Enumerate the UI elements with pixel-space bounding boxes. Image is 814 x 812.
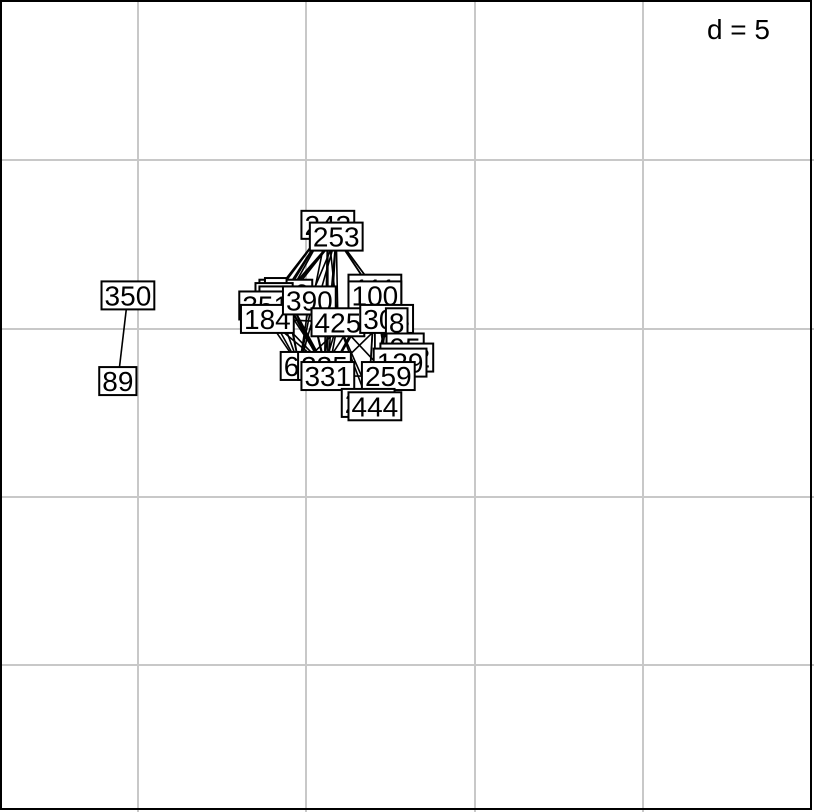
node-box-253 xyxy=(308,221,364,252)
node-259: 259 xyxy=(360,361,416,392)
node-253: 253 xyxy=(308,221,364,253)
node-box-444 xyxy=(347,391,403,422)
node-label-8: 8 xyxy=(389,307,405,338)
node-box-350 xyxy=(100,280,156,311)
node-8: 8 xyxy=(384,307,409,338)
node-label-253: 253 xyxy=(313,222,360,253)
node-label-331: 331 xyxy=(304,361,351,392)
node-89: 89 xyxy=(98,366,138,397)
node-box-259 xyxy=(360,361,416,392)
node-box-331 xyxy=(300,361,356,392)
node-label-259: 259 xyxy=(365,361,412,392)
node-350: 350 xyxy=(100,280,156,311)
node-label-444: 444 xyxy=(352,391,399,422)
node-label-350: 350 xyxy=(105,280,152,311)
node-label-425: 425 xyxy=(315,307,362,338)
node-425: 425 xyxy=(310,307,366,338)
grid-scale-label: d = 5 xyxy=(707,14,770,45)
node-box-89 xyxy=(98,366,138,397)
nodes: 3508935633021435118439024325311110042530… xyxy=(98,209,435,422)
node-label-89: 89 xyxy=(102,366,133,397)
node-box-425 xyxy=(310,307,366,338)
node-444: 444 xyxy=(347,391,403,422)
node-331: 331 xyxy=(300,361,356,392)
